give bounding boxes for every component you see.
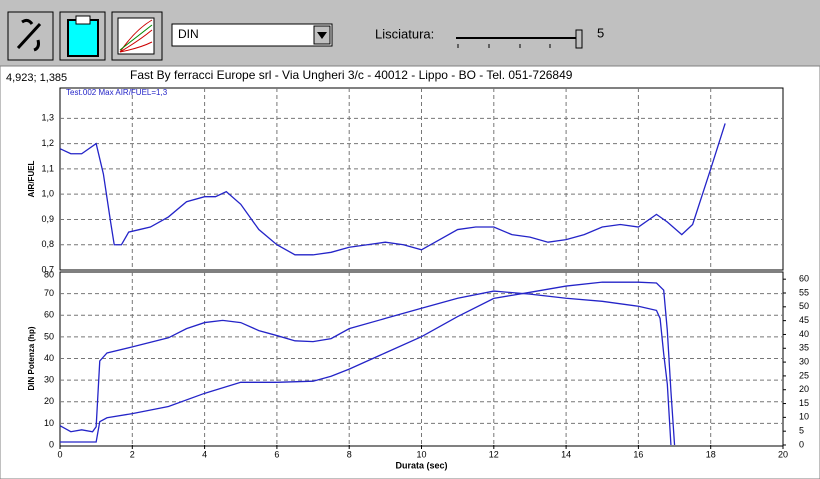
y2-tick-label: 45 [799,315,809,325]
y-tick-label: 1,2 [41,138,54,148]
smoothing-label: Lisciatura: [375,26,434,41]
y2-tick-label: 60 [799,274,809,284]
data-line [59,290,672,446]
y-tick-label: 20 [44,396,54,406]
dropdown-value: DIN [178,27,199,41]
y-tick-label: 0,7 [41,264,54,274]
annotation: Test.002 Max AIR/FUEL=1,3 [66,88,168,97]
y-tick-label: 50 [44,331,54,341]
y-tick-label: 0 [49,439,54,449]
y-tick-label: 70 [44,288,54,298]
x-tick-label: 20 [778,449,788,459]
x-tick-label: 2 [130,449,135,459]
y-tick-label: 30 [44,375,54,385]
x-tick-label: 14 [561,449,571,459]
smoothing-value: 5 [597,25,604,40]
data-line [60,281,676,446]
y2-tick-label: 5 [799,426,804,436]
y-tick-label: 10 [44,418,54,428]
y-tick-label: 0,9 [41,214,54,224]
tool-button[interactable] [111,11,163,61]
y2-tick-label: 55 [799,287,809,297]
slider[interactable] [456,29,583,49]
y2-tick-label: 35 [799,343,809,353]
y-axis-label: DIN Potenza (hp) [27,326,36,390]
x-tick-label: 0 [57,449,62,459]
y-tick-label: 0,8 [41,239,54,249]
y2-tick-label: 25 [799,370,809,380]
x-tick-label: 4 [202,449,207,459]
x-tick-label: 12 [489,449,499,459]
x-tick-label: 18 [706,449,716,459]
dropdown[interactable] [171,23,333,47]
y-tick-label: 1,1 [41,163,54,173]
y2-tick-label: 0 [799,439,804,449]
y2-tick-label: 15 [799,398,809,408]
x-axis-label: Durata (sec) [395,460,447,470]
tool-button[interactable] [59,11,106,61]
y2-tick-label: 10 [799,412,809,422]
cursor-coords: 4,923; 1,385 [6,72,67,84]
tool-button[interactable] [7,11,54,61]
y-tick-label: 1,3 [41,113,54,123]
company-header: Fast By ferracci Europe srl - Via Ungher… [130,68,573,82]
y-tick-label: 80 [44,269,54,279]
y2-tick-label: 30 [799,356,809,366]
data-line [59,123,726,256]
y-tick-label: 40 [44,353,54,363]
x-tick-label: 8 [347,449,352,459]
x-tick-label: 6 [274,449,279,459]
y2-tick-label: 20 [799,384,809,394]
y2-tick-label: 50 [799,301,809,311]
y2-tick-label: 40 [799,329,809,339]
y-tick-label: 60 [44,310,54,320]
y-tick-label: 1,0 [41,189,54,199]
y-axis-label: AIR/FUEL [27,160,36,197]
x-tick-label: 10 [416,449,426,459]
x-tick-label: 16 [633,449,643,459]
